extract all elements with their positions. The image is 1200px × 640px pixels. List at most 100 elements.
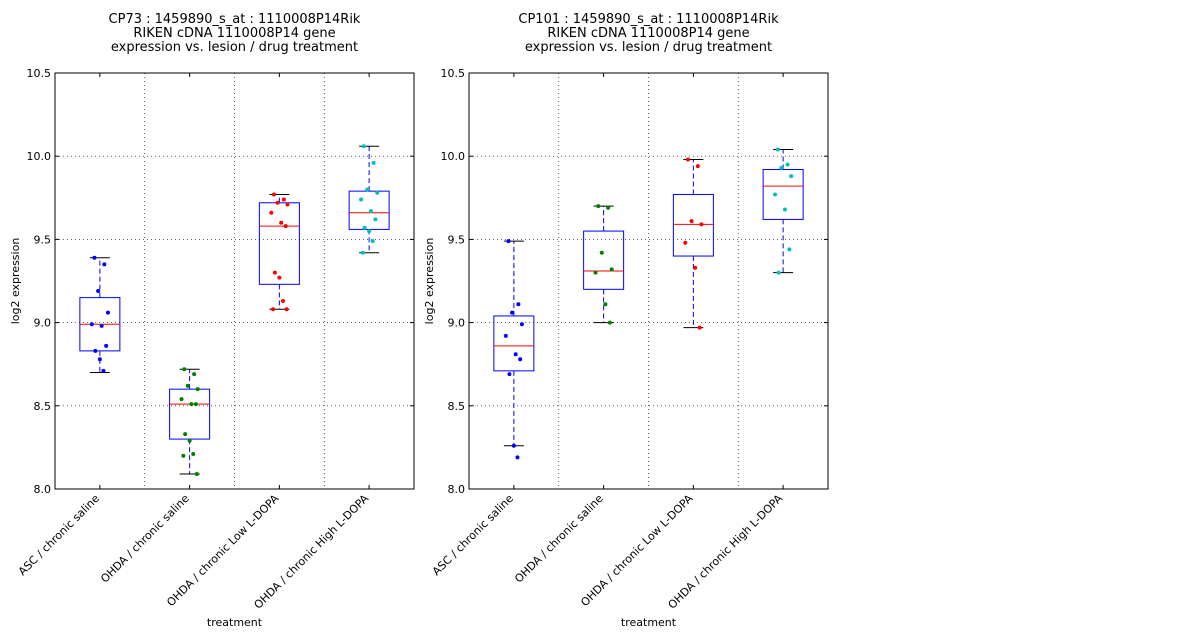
box-group-2 — [169, 367, 211, 477]
data-point — [519, 322, 524, 327]
x-axis-label: treatment — [621, 616, 677, 629]
data-point — [277, 275, 282, 280]
y-axis-label: log2 expression — [423, 238, 436, 325]
iqr-box — [672, 193, 714, 257]
data-point — [102, 262, 107, 267]
y-tick-label: 9.5 — [448, 233, 466, 246]
data-point — [503, 333, 508, 338]
data-point — [683, 240, 688, 245]
data-point — [516, 302, 521, 307]
data-point — [104, 343, 109, 348]
data-point — [360, 250, 365, 255]
data-point — [101, 368, 106, 373]
data-point — [373, 217, 378, 222]
y-axis-label: log2 expression — [9, 238, 22, 325]
data-point — [183, 432, 188, 437]
chart-title-line-3: expression vs. lesion / drug treatment — [111, 40, 358, 55]
data-point — [185, 383, 190, 388]
iqr-box — [493, 315, 535, 372]
data-point — [685, 157, 690, 162]
chart-panel-cp101: CP101 : 1459890_s_at : 1110008P14Rik RIK… — [423, 12, 829, 629]
data-point — [362, 225, 367, 230]
chart-title-line-3: expression vs. lesion / drug treatment — [525, 40, 772, 55]
data-point — [192, 372, 197, 377]
data-point — [699, 222, 704, 227]
data-point — [194, 472, 199, 477]
box-group-1 — [493, 239, 535, 460]
iqr-box — [258, 202, 300, 285]
y-tick-label: 10.0 — [27, 150, 52, 163]
data-point — [279, 220, 284, 225]
data-point — [776, 270, 781, 275]
data-point — [779, 165, 784, 170]
data-point — [599, 250, 604, 255]
data-point — [693, 265, 698, 270]
data-point — [269, 210, 274, 215]
data-point — [281, 197, 286, 202]
data-point — [368, 209, 373, 214]
data-point — [695, 164, 700, 169]
iqr-box — [169, 388, 211, 440]
y-tick-label: 10.0 — [441, 150, 466, 163]
data-point — [272, 270, 277, 275]
data-point — [775, 147, 780, 152]
x-tick-label: ASC / chronic saline — [16, 492, 102, 578]
data-point — [189, 402, 194, 407]
data-point — [773, 192, 778, 197]
data-point — [606, 205, 611, 210]
y-tick-label: 10.5 — [441, 67, 466, 80]
x-tick-label: OHDA / chronic saline — [512, 492, 606, 586]
data-point — [365, 187, 370, 192]
y-tick-label: 8.5 — [448, 400, 466, 413]
box-group-2 — [583, 204, 625, 325]
data-point — [191, 452, 196, 457]
data-point — [789, 174, 794, 179]
y-tick-label: 8.0 — [34, 483, 52, 496]
data-point — [187, 438, 192, 443]
data-point — [285, 202, 290, 207]
data-point — [182, 367, 187, 372]
data-point — [271, 192, 276, 197]
data-point — [97, 357, 102, 362]
data-point — [787, 247, 792, 252]
x-tick-label: ASC / chronic saline — [430, 492, 516, 578]
box-group-1 — [79, 255, 121, 374]
data-point — [506, 239, 511, 244]
data-point — [271, 307, 276, 312]
data-point — [513, 352, 518, 357]
chart-title-line-2: RIKEN cDNA 1110008P14 gene — [133, 26, 335, 41]
y-tick-label: 9.0 — [448, 317, 466, 330]
data-point — [181, 453, 186, 458]
box-group-4 — [762, 147, 804, 275]
data-point — [689, 219, 694, 224]
plot-frame — [54, 72, 415, 490]
data-point — [507, 372, 512, 377]
data-point — [782, 207, 787, 212]
data-point — [105, 310, 110, 315]
data-point — [596, 204, 601, 209]
data-point — [179, 397, 184, 402]
box-group-3 — [258, 192, 300, 312]
chart-title-line-1: CP101 : 1459890_s_at : 1110008P14Rik — [518, 12, 779, 27]
chart-panel-cp73: CP73 : 1459890_s_at : 1110008P14Rik RIKE… — [9, 12, 415, 629]
data-point — [607, 320, 612, 325]
data-point — [518, 357, 523, 362]
x-axis-label: treatment — [207, 616, 263, 629]
data-point — [361, 144, 366, 149]
box-group-4 — [348, 144, 390, 255]
chart-title-line-2: RIKEN cDNA 1110008P14 gene — [547, 26, 749, 41]
data-point — [609, 267, 614, 272]
data-point — [371, 160, 376, 165]
data-point — [785, 162, 790, 167]
chart-title-line-1: CP73 : 1459890_s_at : 1110008P14Rik — [109, 12, 361, 27]
data-point — [359, 197, 364, 202]
y-tick-label: 8.5 — [34, 400, 52, 413]
data-point — [603, 302, 608, 307]
data-point — [99, 323, 104, 328]
iqr-box — [583, 230, 625, 290]
data-point — [511, 443, 516, 448]
x-tick-label: OHDA / chronic saline — [98, 492, 192, 586]
box-group-3 — [672, 157, 714, 330]
y-tick-label: 9.0 — [34, 317, 52, 330]
data-point — [510, 310, 515, 315]
